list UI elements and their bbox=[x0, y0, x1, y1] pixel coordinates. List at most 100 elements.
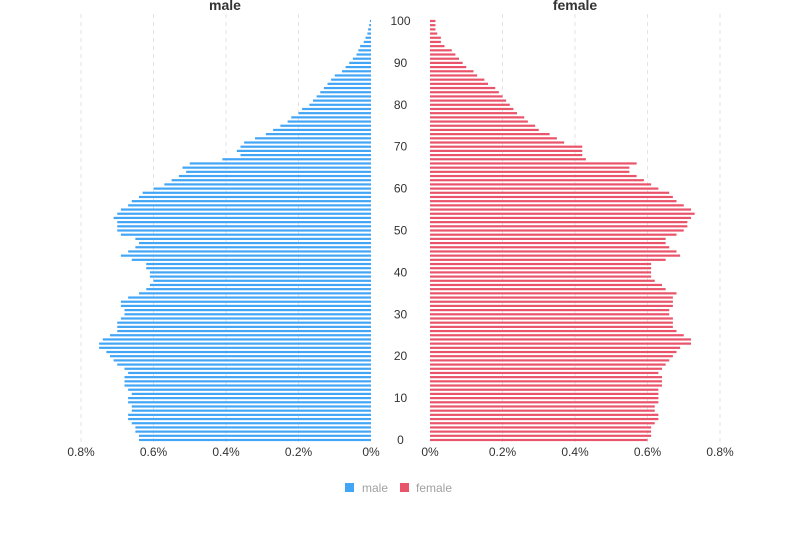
female-bar[interactable] bbox=[430, 363, 666, 366]
male-bar[interactable] bbox=[164, 183, 371, 186]
male-bar[interactable] bbox=[280, 124, 371, 127]
female-bar[interactable] bbox=[430, 170, 630, 173]
female-bar[interactable] bbox=[430, 309, 670, 312]
male-bar[interactable] bbox=[139, 292, 371, 295]
male-bar[interactable] bbox=[302, 107, 371, 111]
female-bar[interactable] bbox=[430, 103, 510, 106]
female-bar[interactable] bbox=[430, 183, 652, 186]
female-bar[interactable] bbox=[430, 426, 652, 429]
male-bar[interactable] bbox=[327, 82, 372, 85]
female-bar[interactable] bbox=[430, 57, 459, 60]
female-bar[interactable] bbox=[430, 99, 507, 102]
female-bar[interactable] bbox=[430, 334, 684, 337]
female-bar[interactable] bbox=[430, 422, 655, 425]
male-bar[interactable] bbox=[124, 367, 372, 370]
male-bar[interactable] bbox=[135, 237, 371, 240]
female-bar[interactable] bbox=[430, 250, 677, 253]
male-bar[interactable] bbox=[171, 179, 371, 182]
male-bar[interactable] bbox=[244, 141, 371, 144]
female-bar[interactable] bbox=[430, 65, 467, 69]
female-bar[interactable] bbox=[430, 300, 673, 303]
female-bar[interactable] bbox=[430, 258, 666, 261]
female-bar[interactable] bbox=[430, 78, 485, 81]
male-bar[interactable] bbox=[128, 371, 371, 375]
male-bar[interactable] bbox=[323, 86, 371, 90]
male-bar[interactable] bbox=[99, 342, 371, 345]
male-bar[interactable] bbox=[139, 438, 371, 442]
male-bar[interactable] bbox=[352, 57, 371, 60]
male-bar[interactable] bbox=[291, 116, 371, 119]
female-bar[interactable] bbox=[430, 338, 691, 341]
female-bar[interactable] bbox=[430, 86, 496, 90]
female-bar[interactable] bbox=[430, 225, 688, 228]
female-bar[interactable] bbox=[430, 128, 539, 132]
male-bar[interactable] bbox=[106, 350, 371, 354]
legend-item-male[interactable]: male bbox=[345, 481, 388, 495]
female-bar[interactable] bbox=[430, 275, 652, 278]
female-bar[interactable] bbox=[430, 82, 488, 85]
male-bar[interactable] bbox=[349, 61, 371, 64]
male-bar[interactable] bbox=[345, 65, 371, 69]
female-bar[interactable] bbox=[430, 137, 557, 140]
male-bar[interactable] bbox=[363, 40, 371, 44]
female-bar[interactable] bbox=[430, 329, 677, 333]
male-bar[interactable] bbox=[309, 103, 371, 106]
male-bar[interactable] bbox=[120, 304, 371, 308]
male-bar[interactable] bbox=[128, 204, 371, 207]
male-bar[interactable] bbox=[369, 24, 371, 27]
female-bar[interactable] bbox=[430, 371, 659, 375]
male-bar[interactable] bbox=[142, 191, 371, 194]
male-bar[interactable] bbox=[135, 246, 371, 249]
female-bar[interactable] bbox=[430, 107, 514, 111]
female-bar[interactable] bbox=[430, 292, 677, 295]
female-bar[interactable] bbox=[430, 70, 474, 73]
female-bar[interactable] bbox=[430, 95, 503, 98]
female-bar[interactable] bbox=[430, 413, 659, 416]
female-bar[interactable] bbox=[430, 112, 517, 115]
male-bar[interactable] bbox=[131, 422, 371, 425]
male-bar[interactable] bbox=[117, 225, 371, 228]
male-bar[interactable] bbox=[139, 434, 371, 437]
female-bar[interactable] bbox=[430, 49, 452, 52]
male-bar[interactable] bbox=[320, 91, 371, 94]
male-bar[interactable] bbox=[360, 45, 371, 48]
male-bar[interactable] bbox=[124, 376, 372, 379]
female-bar[interactable] bbox=[430, 380, 662, 383]
male-bar[interactable] bbox=[222, 158, 371, 161]
female-bar[interactable] bbox=[430, 133, 550, 136]
male-bar[interactable] bbox=[358, 49, 371, 52]
female-bar[interactable] bbox=[430, 304, 673, 308]
male-bar[interactable] bbox=[131, 258, 371, 261]
male-bar[interactable] bbox=[149, 283, 371, 287]
female-bar[interactable] bbox=[430, 384, 662, 387]
female-bar[interactable] bbox=[430, 279, 655, 282]
female-bar[interactable] bbox=[430, 350, 677, 354]
male-bar[interactable] bbox=[110, 355, 371, 358]
male-bar[interactable] bbox=[149, 275, 371, 278]
female-bar[interactable] bbox=[430, 74, 478, 77]
male-bar[interactable] bbox=[117, 221, 371, 224]
female-bar[interactable] bbox=[430, 208, 691, 211]
male-bar[interactable] bbox=[273, 128, 371, 132]
female-bar[interactable] bbox=[430, 221, 688, 224]
male-bar[interactable] bbox=[316, 95, 371, 98]
male-bar[interactable] bbox=[120, 317, 371, 320]
male-bar[interactable] bbox=[240, 145, 372, 148]
female-bar[interactable] bbox=[430, 229, 684, 232]
male-bar[interactable] bbox=[117, 363, 371, 366]
male-bar[interactable] bbox=[117, 325, 371, 328]
female-bar[interactable] bbox=[430, 409, 655, 412]
female-bar[interactable] bbox=[430, 283, 662, 287]
female-bar[interactable] bbox=[430, 141, 565, 144]
female-bar[interactable] bbox=[430, 388, 659, 391]
female-bar[interactable] bbox=[430, 158, 586, 161]
male-bar[interactable] bbox=[128, 401, 371, 404]
female-bar[interactable] bbox=[430, 145, 583, 148]
female-bar[interactable] bbox=[430, 40, 441, 44]
female-bar[interactable] bbox=[430, 53, 456, 56]
male-bar[interactable] bbox=[128, 413, 371, 416]
male-bar[interactable] bbox=[240, 153, 372, 157]
female-bar[interactable] bbox=[430, 162, 637, 165]
male-bar[interactable] bbox=[124, 309, 372, 312]
female-bar[interactable] bbox=[430, 246, 670, 249]
